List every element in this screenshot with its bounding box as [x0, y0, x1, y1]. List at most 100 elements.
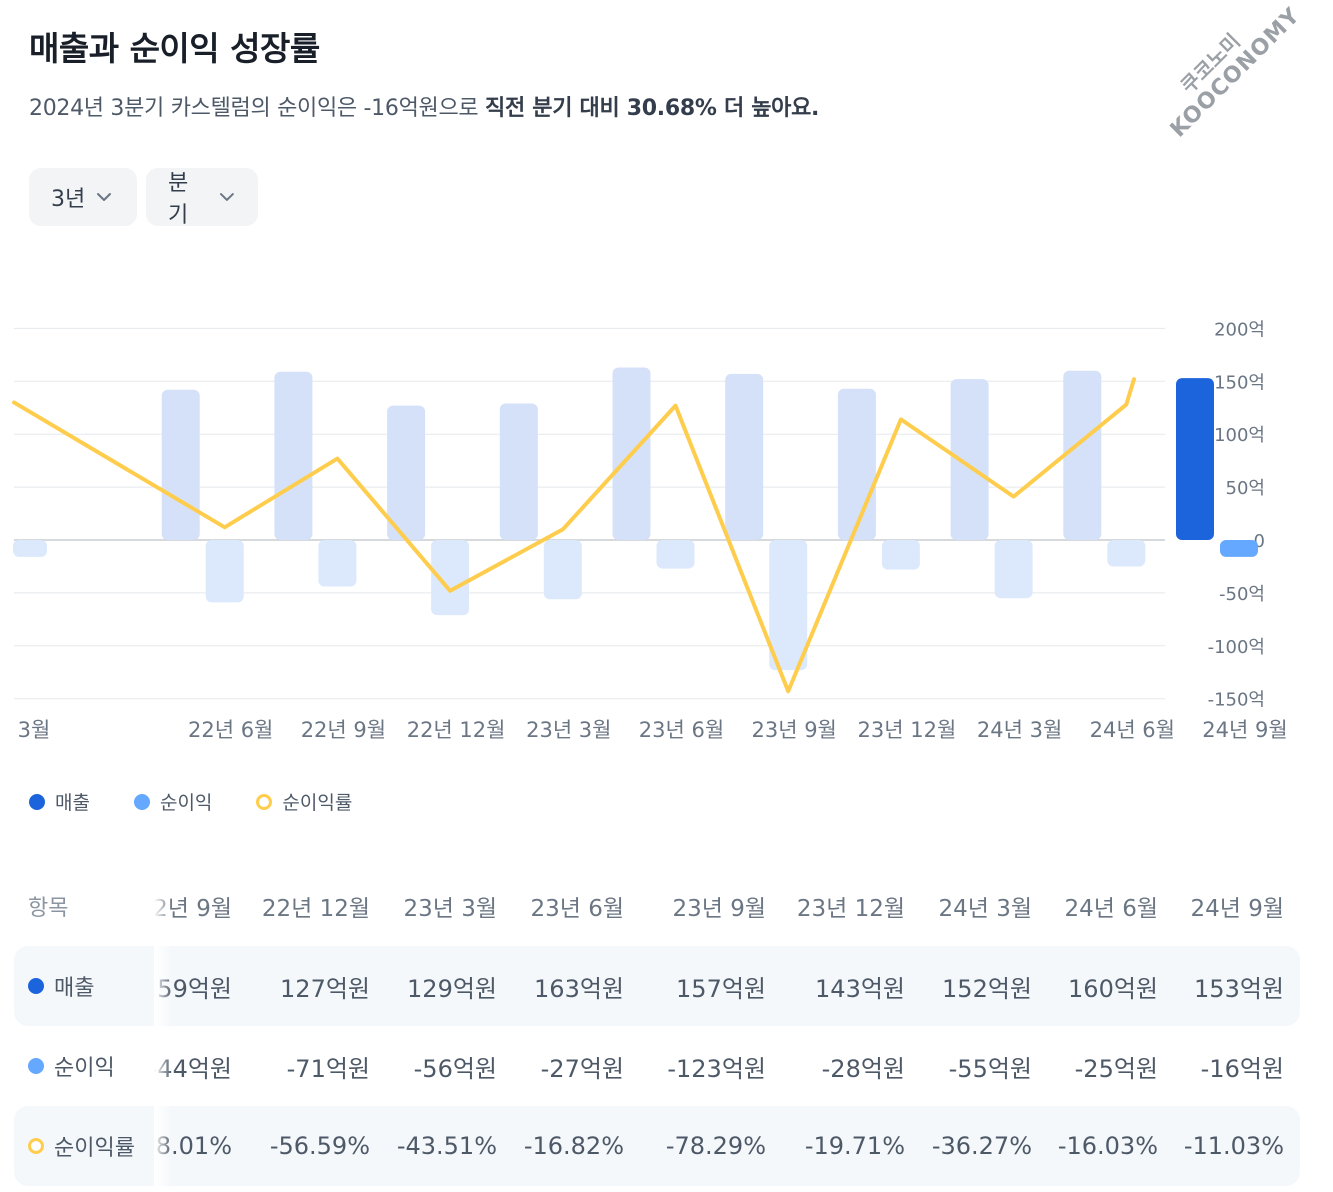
revenue-bar [725, 373, 764, 540]
subtitle-text: 2024년 3분기 카스텔럼의 순이익은 -16억원으로 [29, 96, 486, 121]
table-cell: 163억원 [534, 974, 624, 1003]
table-cell: -36.27% [931, 1132, 1032, 1160]
x-tick-label: 23년 12월 [858, 718, 957, 742]
table-cell: 160억원 [1068, 974, 1158, 1003]
table-cell: -43.51% [396, 1132, 497, 1160]
table-cell: 127억원 [280, 974, 370, 1003]
table-cell: -56억원 [413, 1054, 497, 1083]
net-income-bar [1220, 540, 1258, 557]
table-row-margin: 순이익률 [14, 1106, 1300, 1186]
table-cell: -55억원 [948, 1054, 1032, 1083]
x-tick-label: 22년 9월 [301, 718, 386, 742]
y-tick-label: -100억 [1208, 637, 1265, 658]
chevron-down-icon [220, 193, 235, 201]
table-cell: 129억원 [407, 974, 497, 1003]
legend-net-income[interactable]: 순이익 [133, 788, 213, 815]
revenue-bar [274, 371, 313, 540]
row-revenue-label-wrap: 매출 [28, 946, 94, 1026]
table-cell: -16.82% [523, 1132, 624, 1160]
table-header-row: 항목 [14, 866, 1300, 946]
subtitle-highlight: 직전 분기 대비 30.68% 더 높아요. [485, 96, 820, 121]
page-subtitle: 2024년 3분기 카스텔럼의 순이익은 -16억원으로 직전 분기 대비 30… [29, 90, 819, 122]
legend-revenue-label: 매출 [55, 792, 90, 814]
net-income-bar [13, 540, 47, 557]
net-income-bar [318, 540, 357, 587]
revenue-bar [161, 389, 200, 540]
y-tick-label: 0 [1254, 531, 1265, 552]
legend-revenue-dot [29, 793, 45, 810]
row-net-income-label: 순이익 [54, 1056, 115, 1081]
x-tick-label: 22년 6월 [188, 718, 273, 742]
table-row-revenue: 매출 [14, 946, 1300, 1026]
table-column-header: 24년 9월 [1190, 896, 1284, 922]
y-tick-label: 100억 [1214, 425, 1265, 446]
legend-margin-dot [256, 793, 273, 810]
chart-legend: 매출 순이익 순이익률 [29, 788, 352, 815]
table-column-header: 23년 6월 [530, 896, 624, 922]
x-tick-label: 24년 3월 [977, 718, 1062, 742]
table-cell: 152억원 [942, 974, 1032, 1003]
row-revenue-label: 매출 [54, 976, 95, 1001]
x-tick-label: 23년 3월 [526, 718, 611, 742]
table-cell: -123억원 [667, 1054, 766, 1083]
net-income-bar [769, 540, 808, 671]
table-cell: 143억원 [815, 974, 905, 1003]
period-dropdown[interactable]: 3년 [29, 168, 137, 226]
table-column-header: 22년 12월 [261, 896, 370, 922]
revenue-bar [1176, 378, 1214, 540]
x-tick-label: 3월 [18, 718, 51, 742]
y-tick-label: 50억 [1226, 478, 1265, 499]
table-cell: 153억원 [1194, 974, 1284, 1003]
table-column-header: 23년 3월 [403, 896, 497, 922]
revenue-bar [499, 403, 538, 540]
row-margin-label: 순이익률 [54, 1136, 135, 1161]
y-tick-label: -150억 [1208, 690, 1265, 711]
net-income-bar [994, 540, 1033, 599]
table-cell: -28억원 [821, 1054, 905, 1083]
unit-dropdown[interactable]: 분기 [146, 168, 258, 228]
y-tick-label: 200억 [1214, 319, 1265, 340]
revenue-bar [1063, 370, 1102, 540]
revenue-bar [950, 379, 989, 540]
table-column-header: 23년 12월 [796, 896, 905, 922]
table-cell: -71억원 [286, 1054, 370, 1083]
table-row-net-income: 순이익 [14, 1026, 1300, 1106]
scroll-fade [154, 866, 172, 1192]
unit-dropdown-label: 분기 [168, 171, 189, 228]
table-column-header: 23년 9월 [672, 896, 766, 922]
x-tick-label: 23년 9월 [751, 718, 836, 742]
legend-net-income-dot [133, 793, 150, 810]
revenue-bar [837, 388, 876, 540]
margin-line [12, 377, 1136, 694]
row-margin-dot [28, 1138, 44, 1154]
table-cell: -16억원 [1200, 1054, 1284, 1083]
table-cell: -27억원 [540, 1054, 624, 1083]
row-revenue-dot [28, 978, 44, 994]
net-income-bar [656, 540, 695, 569]
x-tick-label: 22년 12월 [407, 718, 506, 742]
y-tick-label: 150억 [1214, 372, 1265, 393]
page-title: 매출과 순이익 성장률 [29, 29, 320, 68]
net-income-bar [1107, 540, 1146, 567]
net-income-bar [205, 540, 244, 603]
revenue-bar [387, 405, 426, 540]
net-income-bar [431, 540, 470, 616]
table-cell: -25억원 [1074, 1054, 1158, 1083]
legend-revenue[interactable]: 매출 [29, 788, 90, 815]
legend-margin[interactable]: 순이익률 [256, 788, 352, 815]
table-cell: -16.03% [1057, 1132, 1158, 1160]
legend-net-income-label: 순이익 [159, 792, 213, 814]
row-net-income-dot [28, 1058, 44, 1074]
row-net-income-label-wrap: 순이익 [28, 1026, 115, 1106]
net-income-bar [543, 540, 582, 600]
x-tick-label: 23년 6월 [639, 718, 724, 742]
chart: 200억 150억 100억 50억 0 -50억 -100억 -150억 3월 22년 6월 22… [12, 319, 1288, 742]
table-column-header: 24년 3월 [938, 896, 1032, 922]
chevron-down-icon [97, 193, 112, 201]
x-tick-label: 24년 6월 [1090, 718, 1175, 742]
period-dropdown-label: 3년 [51, 187, 86, 212]
row-margin-label-wrap: 순이익률 [28, 1106, 135, 1186]
legend-margin-label: 순이익률 [282, 792, 353, 814]
